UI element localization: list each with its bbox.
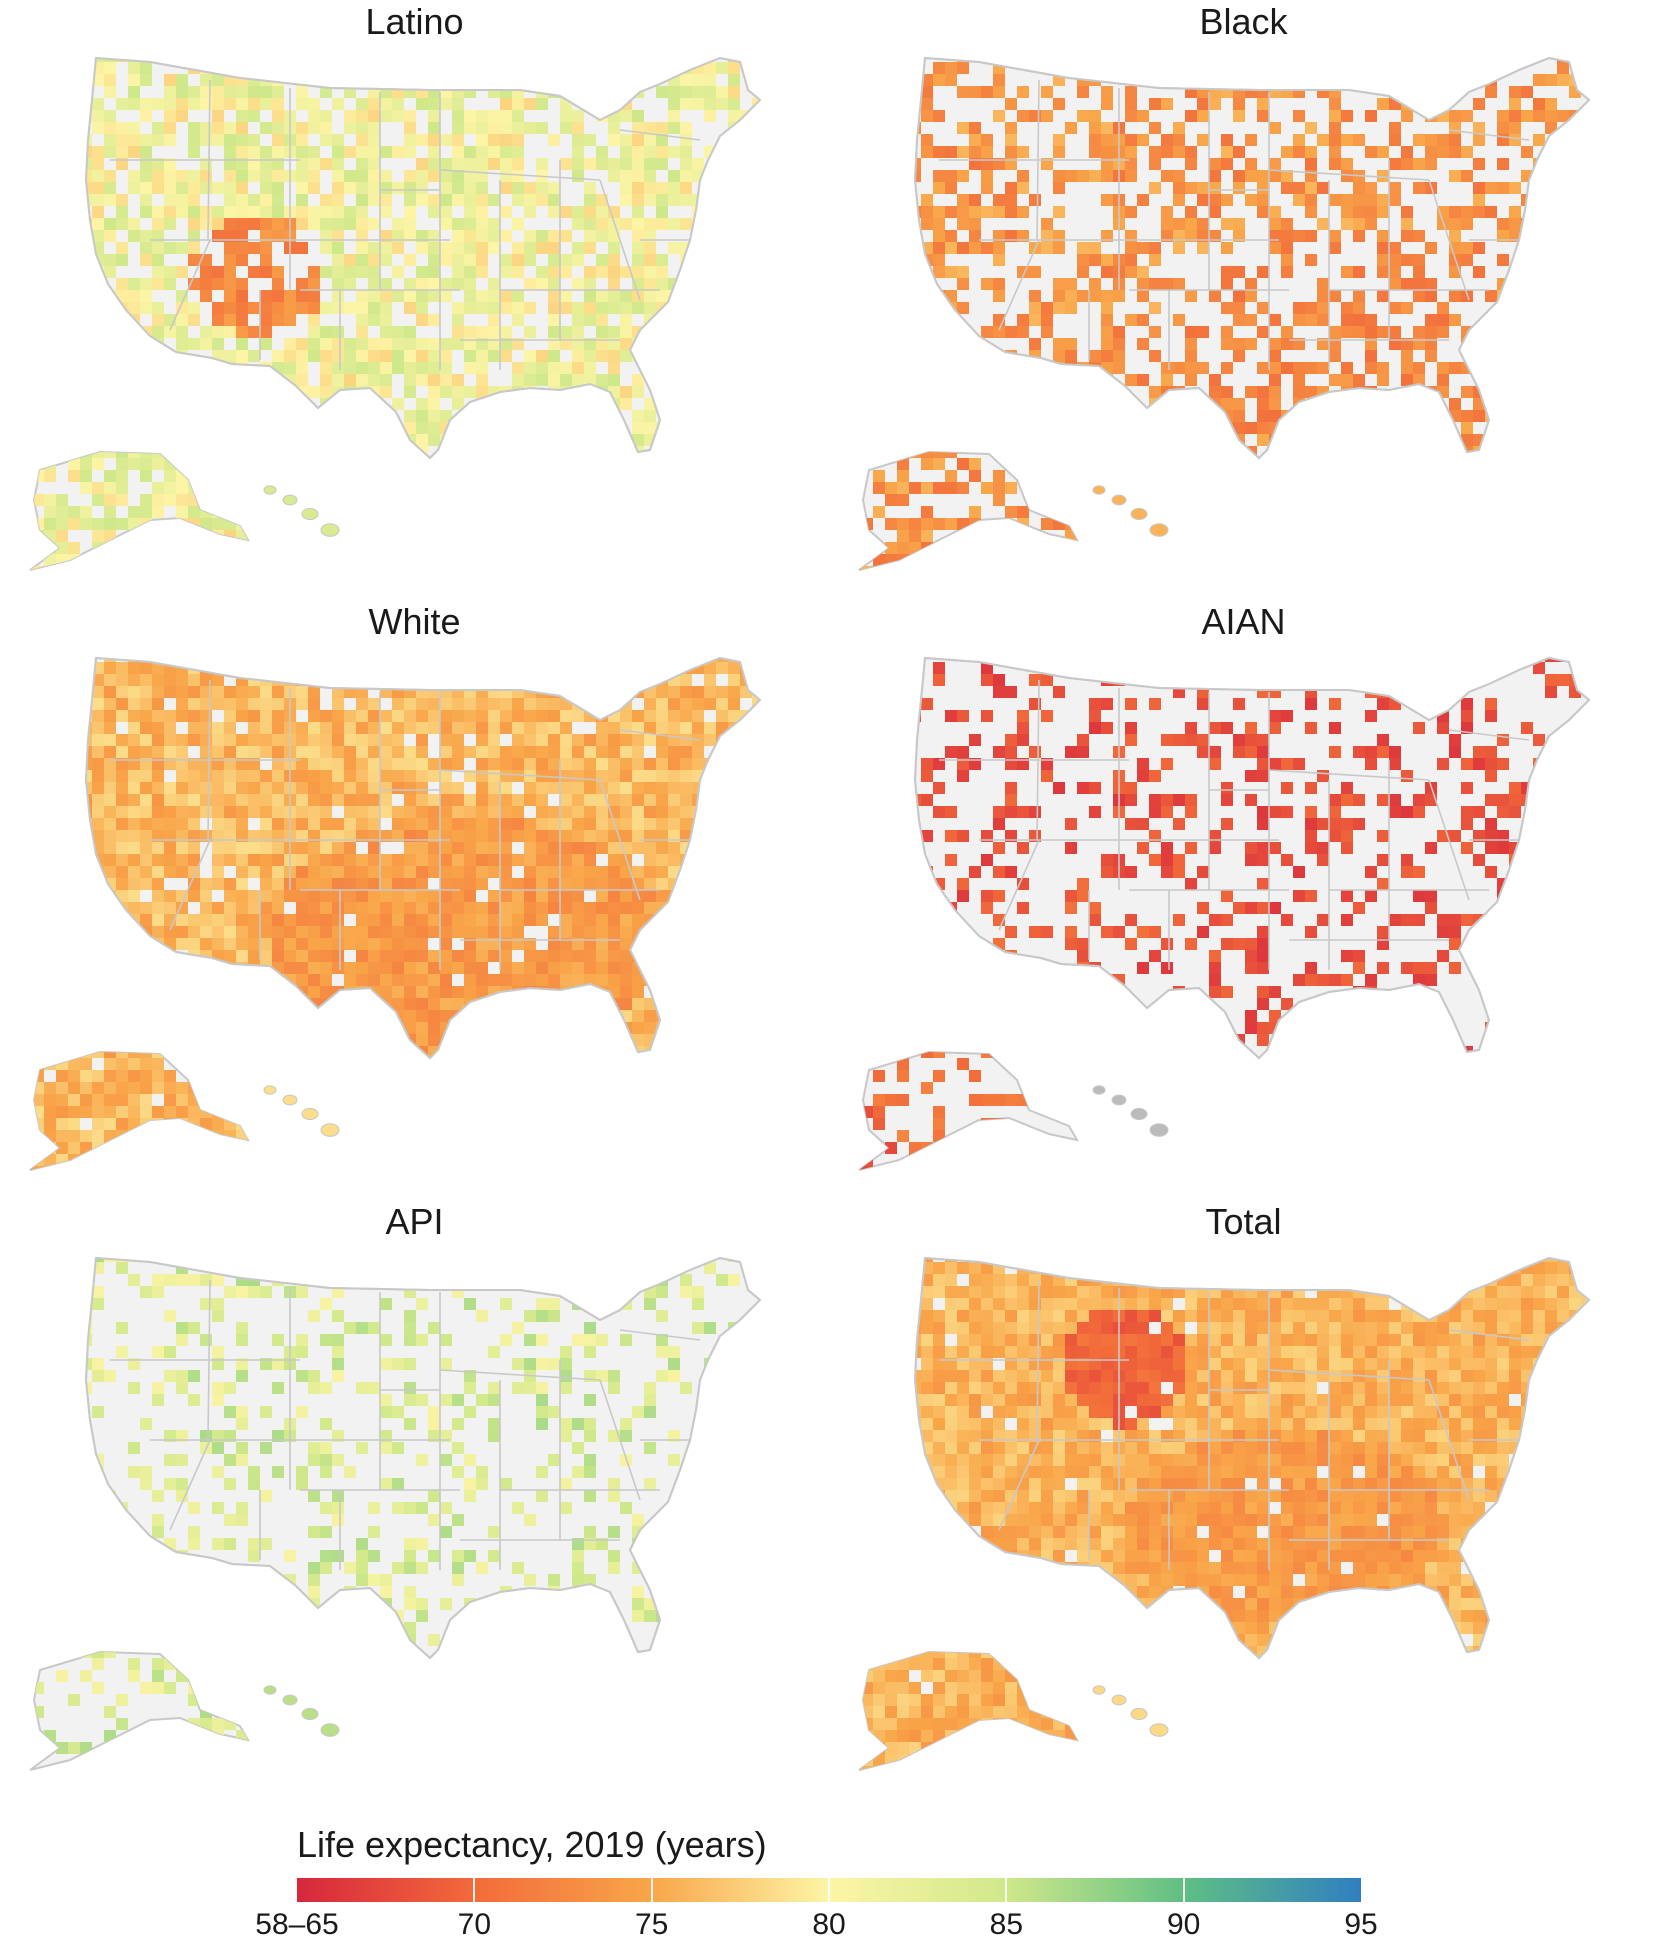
legend-tick-label: 70 <box>457 1908 492 1941</box>
map-panel-black: Black <box>829 0 1658 600</box>
legend-tick-mark <box>650 1878 653 1902</box>
us-map-black <box>858 56 1591 571</box>
panel-title-white: White <box>368 601 461 642</box>
state-borders <box>939 79 1530 370</box>
hawaii-island-shape <box>263 1685 277 1695</box>
state-borders <box>110 679 701 970</box>
state-borders <box>110 79 701 370</box>
hawaii-island-shape <box>263 1085 277 1095</box>
us-map-total <box>858 1256 1591 1771</box>
hawaii-island-shape <box>282 1694 298 1706</box>
hawaii-island-shape <box>1149 1123 1169 1137</box>
panel-title-aian: AIAN <box>1201 601 1286 642</box>
us-map-aian <box>858 656 1591 1171</box>
hawaii-island-shape <box>1130 507 1148 521</box>
hawaii-island-shape <box>1149 1723 1169 1737</box>
hawaii-island-shape <box>1092 1085 1106 1095</box>
hawaii-island-shape <box>1149 523 1169 537</box>
legend-tick-mark <box>1005 1878 1008 1902</box>
alaska-shape <box>858 1050 1079 1171</box>
legend-tick-label: 85 <box>989 1908 1024 1941</box>
map-panel-white: White <box>0 600 829 1200</box>
legend-title: Life expectancy, 2019 (years) <box>297 1824 767 1865</box>
panel-title-latino: Latino <box>365 1 464 42</box>
hawaii-island-shape <box>1092 1685 1106 1695</box>
hawaii-island-shape <box>1092 485 1106 495</box>
legend-tick-mark <box>1182 1878 1185 1902</box>
hawaii-island-shape <box>320 523 340 537</box>
county-fills <box>859 1258 1589 1770</box>
panel-title-api: API <box>385 1201 444 1242</box>
map-panel-total: Total <box>829 1200 1658 1800</box>
hawaii-island-shape <box>282 494 298 506</box>
state-borders <box>110 1279 701 1570</box>
legend-tick-label: 80 <box>812 1908 846 1941</box>
legend-tick-label: 58–65 <box>255 1908 339 1941</box>
hawaii-island-shape <box>301 507 319 521</box>
hawaii-island-shape <box>1130 1707 1148 1721</box>
hawaii-island-shape <box>301 1707 319 1721</box>
state-borders <box>939 679 1530 970</box>
map-panel-api: API <box>0 1200 829 1800</box>
legend-tick-mark <box>828 1878 830 1902</box>
hawaii-island-shape <box>282 1094 298 1106</box>
county-fills <box>30 658 760 1170</box>
legend-tick-label: 75 <box>634 1908 669 1941</box>
hawaii-island-shape <box>1130 1107 1148 1121</box>
legend-tick-label: 95 <box>1344 1908 1378 1941</box>
panel-title-black: Black <box>1199 1 1288 42</box>
legend-tick-label: 90 <box>1166 1908 1201 1941</box>
panel-title-total: Total <box>1205 1201 1282 1242</box>
us-map-white <box>29 656 762 1171</box>
hawaii-island-shape <box>1111 494 1127 506</box>
map-panel-latino: Latino <box>0 0 829 600</box>
map-panel-aian: AIAN <box>829 600 1658 1200</box>
legend-tick-mark <box>473 1878 476 1902</box>
hawaii-island-shape <box>301 1107 319 1121</box>
hawaii-island-shape <box>263 485 277 495</box>
hawaii-island-shape <box>320 1723 340 1737</box>
hawaii-island-shape <box>320 1123 340 1137</box>
hawaii-island-shape <box>1111 1694 1127 1706</box>
us-map-api <box>29 1256 762 1771</box>
hawaii-island-shape <box>1111 1094 1127 1106</box>
us-map-latino <box>29 56 762 571</box>
state-borders <box>939 1279 1530 1570</box>
color-legend: Life expectancy, 2019 (years) 58–65 70 75 8… <box>0 1810 1658 1950</box>
